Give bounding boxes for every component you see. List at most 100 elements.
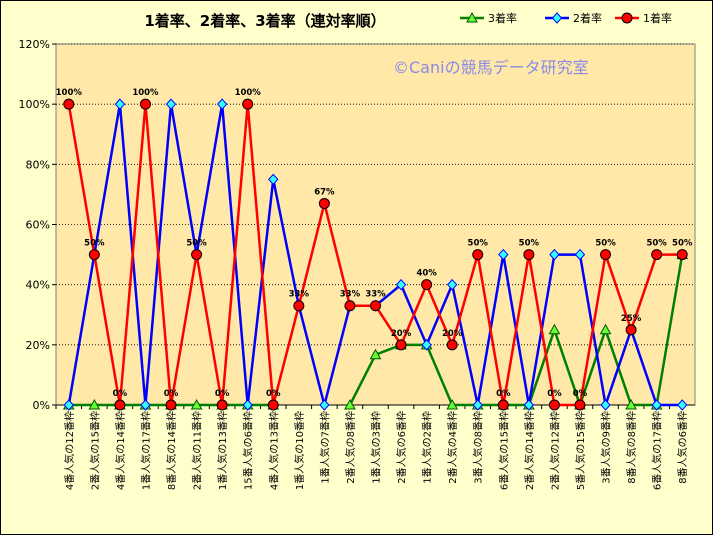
data-point [242,98,254,110]
data-point [319,399,330,411]
data-point [523,249,535,261]
y-tick-label: 40% [26,279,50,292]
data-point [114,98,126,110]
data-label: 20% [391,329,412,339]
data-point [88,249,100,261]
x-tick-label: 1番人気の17番枠 [139,411,152,490]
data-label: 33% [289,290,310,300]
x-tick-label: 5番人気の15番枠 [574,411,587,490]
x-tick-label: 6番人気の15番枠 [497,411,510,490]
data-point [344,300,356,312]
data-point [395,278,407,291]
data-point [344,398,356,410]
data-point [165,399,177,411]
data-label: 0% [215,389,230,399]
data-point [242,399,253,411]
x-tick-label: 1番人気の3番枠 [370,411,383,484]
data-point [293,300,305,312]
data-point [114,399,126,411]
data-label: 50% [519,239,540,249]
x-tick-label: 3番人気の8番枠 [472,411,485,484]
chart-title: 1着率、2着率、3着率（連対率順） [144,12,385,30]
data-point [395,339,407,351]
x-tick-label: 2番人気の4番枠 [446,411,459,484]
data-point [497,399,509,411]
data-label: 25% [621,314,642,324]
data-label: 50% [186,239,207,249]
data-point [599,323,612,335]
data-point [574,399,586,411]
y-tick-label: 60% [26,219,50,232]
x-tick-label: 3番人気の9番枠 [600,411,613,484]
watermark-text: ©Caniの競馬データ研究室 [393,58,589,77]
x-tick-label: 1番人気の2番枠 [421,411,434,484]
data-point [216,98,228,110]
x-tick-label: 4番人気の12番枠 [63,411,76,490]
data-point [446,398,459,410]
data-point [139,98,151,110]
data-point [421,279,433,291]
x-tick-label: 1番人気の13番枠 [216,411,229,490]
y-tick-label: 120% [19,38,50,51]
data-label: 50% [595,239,616,249]
plot-area: 0% 20% 40% 60% 80% 100% 120% 4番人気の12番枠 2番人気の15番枠… [19,38,696,490]
data-point [268,173,279,186]
data-point [446,339,458,351]
data-point [472,399,483,411]
x-tick-label: 6番人気の17番枠 [651,411,664,490]
data-point [63,399,74,411]
x-tick-label: 1番人気の10番枠 [293,411,306,490]
data-point [651,249,663,261]
legend: 3着率 2着率 1着率 [460,11,672,25]
data-point [369,348,382,360]
data-label: 40% [416,269,437,279]
x-tick-label: 8番人気の6番枠 [676,411,689,484]
data-label: 100% [56,88,83,98]
x-tick-label: 8番人気の8番枠 [625,411,638,484]
data-point [190,398,203,410]
data-point [140,399,151,411]
data-point [548,323,561,335]
x-tick-label: 15番人気の6番枠 [242,411,255,490]
data-point [621,12,633,24]
data-label: 33% [340,290,361,300]
data-label: 50% [84,239,105,249]
data-label: 33% [365,290,386,300]
data-point [651,399,662,411]
data-point [421,339,432,351]
data-label: 100% [235,88,262,98]
data-label: 0% [496,389,511,399]
x-tick-label: 2番人気の11番枠 [191,411,204,490]
x-tick-label: 2番人気の6番枠 [395,411,408,484]
x-tick-label: 1番人気の7番枠 [318,411,331,484]
data-label: 0% [547,389,562,399]
x-tick-label: 2番人気の12番枠 [548,411,561,490]
data-point [216,399,228,411]
x-tick-label: 2番人気の14番枠 [523,411,536,490]
data-label: 0% [266,389,281,399]
data-label: 100% [132,88,159,98]
data-point [625,324,637,336]
legend-label: 3着率 [488,11,517,25]
data-point [88,398,101,410]
x-tick-label: 4番人気の13番枠 [267,411,280,490]
data-point [676,249,688,261]
y-tick-label: 0% [33,399,50,412]
data-label: 50% [468,239,489,249]
data-point [523,399,535,411]
data-point [625,398,637,410]
legend-label: 2着率 [573,11,602,25]
data-point [370,300,381,312]
legend-label: 1着率 [643,11,672,25]
data-point [677,399,688,411]
data-label: 0% [573,389,588,399]
data-point [549,248,560,261]
data-point [63,98,75,110]
series-3 [63,98,688,411]
data-point [165,98,177,110]
data-point [191,249,203,261]
x-tick-label: 8番人気の14番枠 [165,411,178,490]
data-point [498,248,509,261]
data-point [466,11,478,23]
